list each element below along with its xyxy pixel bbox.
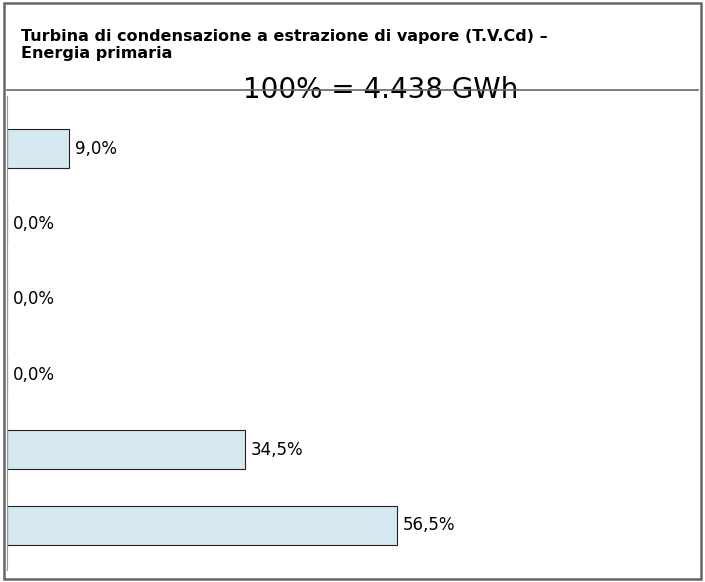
Text: 34,5%: 34,5%	[251, 441, 304, 459]
Bar	[7, 506, 398, 545]
Text: 0,0%: 0,0%	[13, 365, 54, 384]
Text: 56,5%: 56,5%	[403, 516, 455, 534]
Text: 9,0%: 9,0%	[75, 140, 117, 158]
Text: 0,0%: 0,0%	[13, 290, 54, 308]
Bar	[7, 129, 69, 168]
Bar	[7, 430, 245, 470]
Text: 100% = 4.438 GWh: 100% = 4.438 GWh	[243, 76, 518, 104]
Text: 0,0%: 0,0%	[13, 215, 54, 233]
Text: Turbina di condensazione a estrazione di vapore (T.V.Cd) –
Energia primaria: Turbina di condensazione a estrazione di…	[21, 29, 548, 61]
